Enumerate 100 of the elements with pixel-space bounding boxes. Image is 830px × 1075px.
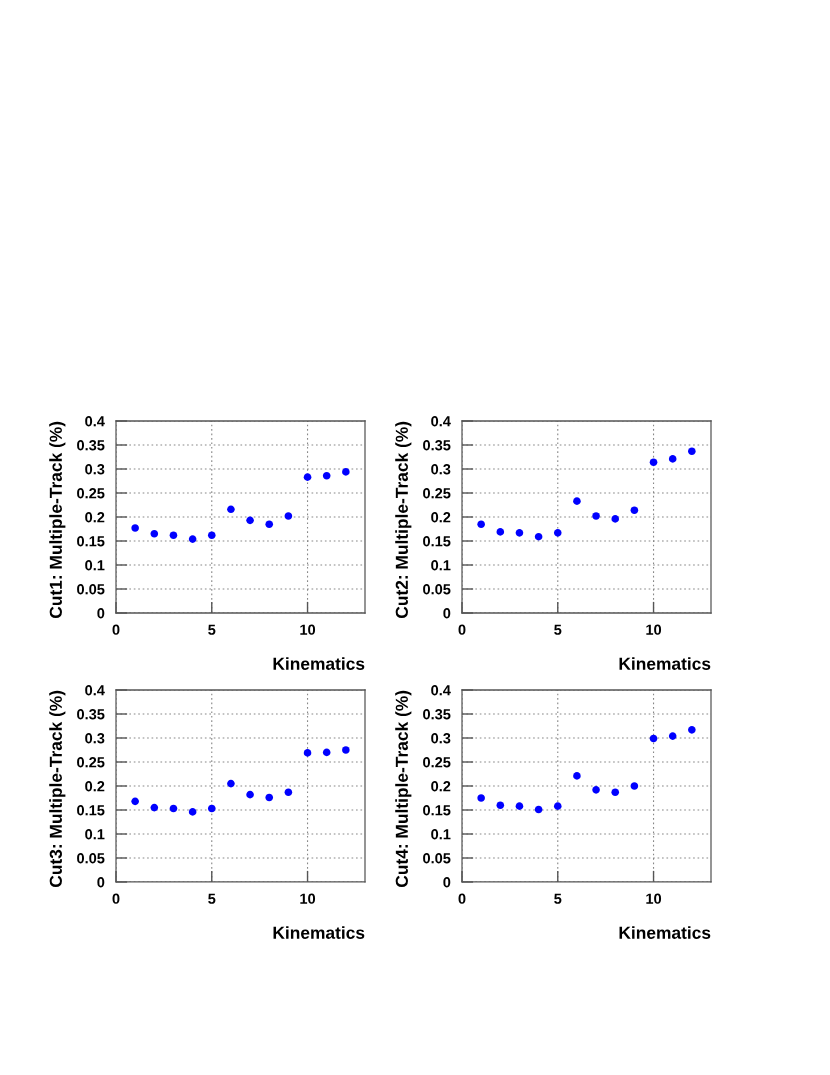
x-tick-label: 5	[208, 624, 216, 635]
x-tick-label: 0	[458, 624, 466, 635]
point	[688, 447, 696, 456]
point	[322, 471, 331, 480]
x-tick-label: 10	[300, 893, 316, 904]
y-tick-label: 0.3	[85, 733, 105, 744]
y-tick-label: 0.3	[431, 464, 451, 475]
point	[169, 804, 178, 813]
y-tick-label: 0.2	[431, 781, 451, 792]
y-tick-label: 0.2	[85, 781, 105, 792]
point	[342, 468, 350, 476]
y-tick-label: 0.25	[423, 488, 451, 499]
y-tick-label: 0.1	[431, 560, 451, 571]
point	[227, 505, 235, 514]
x-tick-label: 0	[112, 893, 120, 904]
x-tick-label: 10	[300, 624, 316, 635]
point	[150, 803, 159, 812]
point	[611, 788, 620, 797]
point	[534, 532, 543, 541]
y-tick-label: 0.1	[85, 829, 105, 840]
point	[284, 788, 293, 797]
y-tick-label: 0	[97, 608, 105, 619]
y-tick-label: 0.2	[85, 512, 105, 523]
point	[630, 506, 639, 515]
point	[150, 530, 159, 538]
y-tick-label: 0.35	[77, 709, 105, 720]
point	[592, 786, 600, 794]
y-tick-label: 0.1	[85, 560, 105, 571]
y-tick-label: 0.25	[77, 757, 105, 768]
point	[188, 535, 197, 543]
y-tick-label: 0.15	[423, 536, 451, 547]
y-tick-label: 0.35	[77, 440, 105, 451]
point	[477, 794, 485, 802]
y-tick-label: 0.05	[77, 584, 105, 595]
point	[246, 516, 254, 525]
point	[649, 734, 658, 743]
y-tick-label: 0.35	[423, 709, 451, 720]
point	[573, 497, 581, 505]
y-tick-label: 0	[443, 608, 451, 619]
point	[131, 524, 139, 532]
x-tick-label: 0	[112, 624, 120, 635]
y-axis-title: Cut3: Multiple-Track (%)	[49, 690, 66, 888]
point	[246, 790, 254, 799]
x-tick-label: 0	[458, 893, 466, 904]
y-tick-label: 0.4	[85, 416, 105, 427]
y-axis-title: Cut4: Multiple-Track (%)	[395, 690, 412, 888]
y-tick-label: 0.4	[431, 685, 451, 696]
y-tick-label: 0.25	[77, 488, 105, 499]
point	[688, 726, 696, 734]
point	[649, 458, 658, 467]
point	[496, 801, 505, 809]
x-axis-title: Kinematics	[273, 926, 365, 939]
point	[188, 808, 197, 816]
y-tick-label: 0	[97, 877, 105, 888]
point	[284, 512, 293, 520]
point	[265, 520, 274, 528]
x-tick-label: 10	[646, 624, 662, 635]
y-tick-label: 0	[443, 877, 451, 888]
y-tick-label: 0.15	[423, 805, 451, 816]
point	[611, 515, 620, 523]
point	[227, 779, 235, 788]
y-tick-label: 0.05	[423, 584, 451, 595]
point	[169, 531, 178, 540]
x-tick-label: 5	[208, 893, 216, 904]
x-tick-label: 10	[646, 893, 662, 904]
point	[496, 528, 505, 536]
x-tick-label: 5	[554, 624, 562, 635]
y-tick-label: 0.4	[85, 685, 105, 696]
point	[303, 749, 312, 757]
y-tick-label: 0.2	[431, 512, 451, 523]
y-tick-label: 0.3	[85, 464, 105, 475]
point	[342, 746, 350, 754]
point	[265, 793, 274, 802]
y-tick-label: 0.05	[77, 853, 105, 864]
point	[477, 520, 485, 528]
point	[207, 531, 216, 540]
y-tick-label: 0.15	[77, 805, 105, 816]
y-tick-label: 0.35	[423, 440, 451, 451]
point	[515, 529, 524, 537]
x-tick-label: 5	[554, 893, 562, 904]
point	[207, 804, 216, 813]
x-axis-title: Kinematics	[619, 657, 711, 670]
point	[131, 797, 139, 806]
point	[592, 512, 600, 520]
x-axis-title: Kinematics	[273, 657, 365, 670]
y-axis-title: Cut1: Multiple-Track (%)	[49, 421, 66, 619]
y-tick-label: 0.25	[423, 757, 451, 768]
point	[303, 473, 312, 481]
point	[573, 772, 581, 780]
y-axis-title: Cut2: Multiple-Track (%)	[395, 421, 412, 619]
point	[553, 529, 562, 537]
y-tick-label: 0.1	[431, 829, 451, 840]
point	[534, 805, 543, 814]
point	[515, 802, 524, 810]
y-tick-label: 0.4	[431, 416, 451, 427]
point	[668, 455, 677, 463]
point	[322, 748, 331, 757]
y-tick-label: 0.3	[431, 733, 451, 744]
y-tick-label: 0.05	[423, 853, 451, 864]
x-axis-title: Kinematics	[619, 926, 711, 939]
